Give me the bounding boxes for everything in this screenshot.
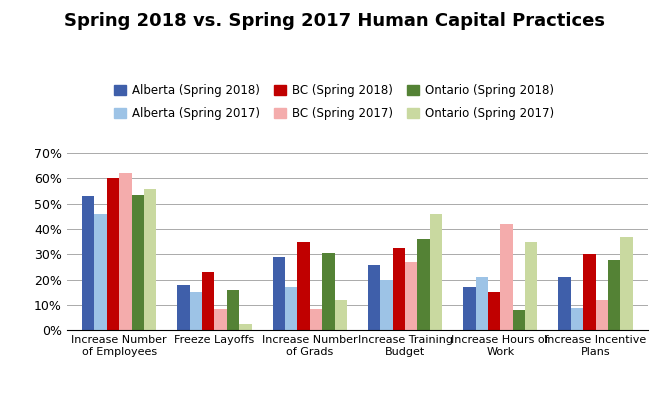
Bar <box>463 287 476 330</box>
Bar <box>405 262 418 330</box>
Bar <box>190 293 202 330</box>
Bar <box>430 214 442 330</box>
Bar <box>476 277 488 330</box>
Bar <box>488 293 500 330</box>
Bar <box>132 195 144 330</box>
Bar <box>583 254 596 330</box>
Bar <box>418 239 430 330</box>
Bar <box>144 189 156 330</box>
Bar <box>393 248 405 330</box>
Bar <box>227 290 239 330</box>
Bar <box>512 310 525 330</box>
Bar <box>322 253 335 330</box>
Bar <box>525 242 538 330</box>
Bar <box>380 280 393 330</box>
Bar <box>273 257 285 330</box>
Bar <box>596 300 608 330</box>
Bar <box>621 237 633 330</box>
Bar <box>297 242 310 330</box>
Bar <box>82 196 94 330</box>
Bar <box>608 260 621 330</box>
Bar <box>310 309 322 330</box>
Bar <box>570 307 583 330</box>
Bar <box>107 179 119 330</box>
Bar <box>119 173 132 330</box>
Bar <box>285 287 297 330</box>
Bar <box>500 224 512 330</box>
Bar <box>368 265 380 330</box>
Bar <box>94 214 107 330</box>
Bar <box>239 324 252 330</box>
Bar <box>335 300 347 330</box>
Bar <box>214 309 227 330</box>
Legend: Alberta (Spring 2018), Alberta (Spring 2017), BC (Spring 2018), BC (Spring 2017): Alberta (Spring 2018), Alberta (Spring 2… <box>108 79 560 126</box>
Bar <box>202 272 214 330</box>
Bar <box>558 277 570 330</box>
Text: Spring 2018 vs. Spring 2017 Human Capital Practices: Spring 2018 vs. Spring 2017 Human Capita… <box>63 12 605 30</box>
Bar <box>177 285 190 330</box>
